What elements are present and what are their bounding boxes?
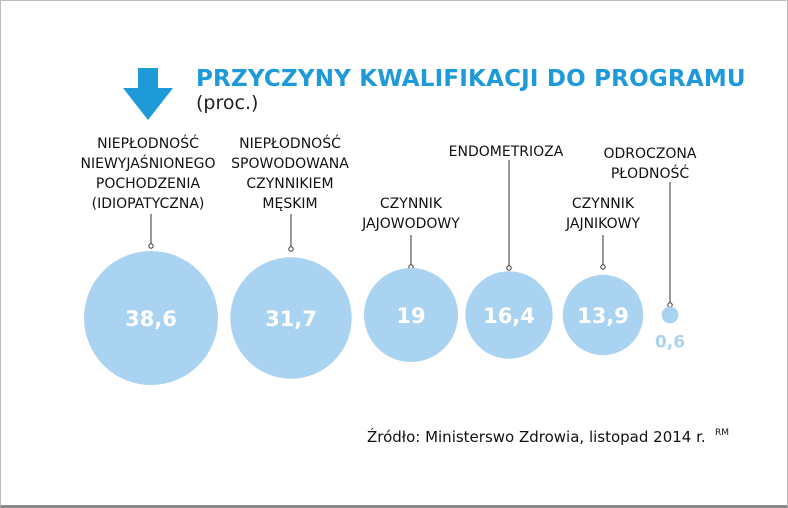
leader-dot [600, 264, 606, 270]
category-label: ODROCZONA PŁODNOŚĆ [603, 146, 697, 182]
leader-dot [506, 265, 512, 271]
leader-dot [288, 246, 294, 252]
value-label: 38,6 [125, 307, 177, 331]
value-label: 31,7 [265, 307, 317, 331]
arrow-down-icon [123, 68, 173, 120]
category-label: ENDOMETRIOZA [448, 144, 564, 160]
value-label: 16,4 [483, 304, 535, 328]
bubble [230, 257, 352, 379]
leader-dot [667, 302, 673, 308]
source-note: Źródło: Ministerswo Zdrowia, listopad 20… [367, 428, 706, 446]
value-label: 13,9 [577, 304, 629, 328]
leader-dot [148, 243, 154, 249]
category-label: CZYNNIK JAJNIKOWY [565, 196, 641, 232]
chart-title: PRZYCZYNY KWALIFIKACJI DO PROGRAMU [196, 66, 746, 92]
author-initials: RM [715, 428, 730, 438]
value-label: 0,6 [655, 332, 685, 352]
bubble [84, 251, 218, 385]
category-label: NIEPŁODNOŚĆ SPOWODOWANA CZYNNIKIEM MĘSKI… [231, 136, 349, 212]
category-label: NIEPŁODNOŚĆ NIEWYJAŚNIONEGO POCHODZENIA … [80, 136, 216, 212]
chart-subtitle: (proc.) [196, 92, 259, 114]
bubble [465, 271, 553, 359]
category-label: CZYNNIK JAJOWODOWY [362, 196, 460, 232]
bubble [661, 306, 679, 324]
value-label: 19 [396, 304, 425, 328]
bubble [562, 274, 644, 356]
bubble [364, 268, 458, 362]
